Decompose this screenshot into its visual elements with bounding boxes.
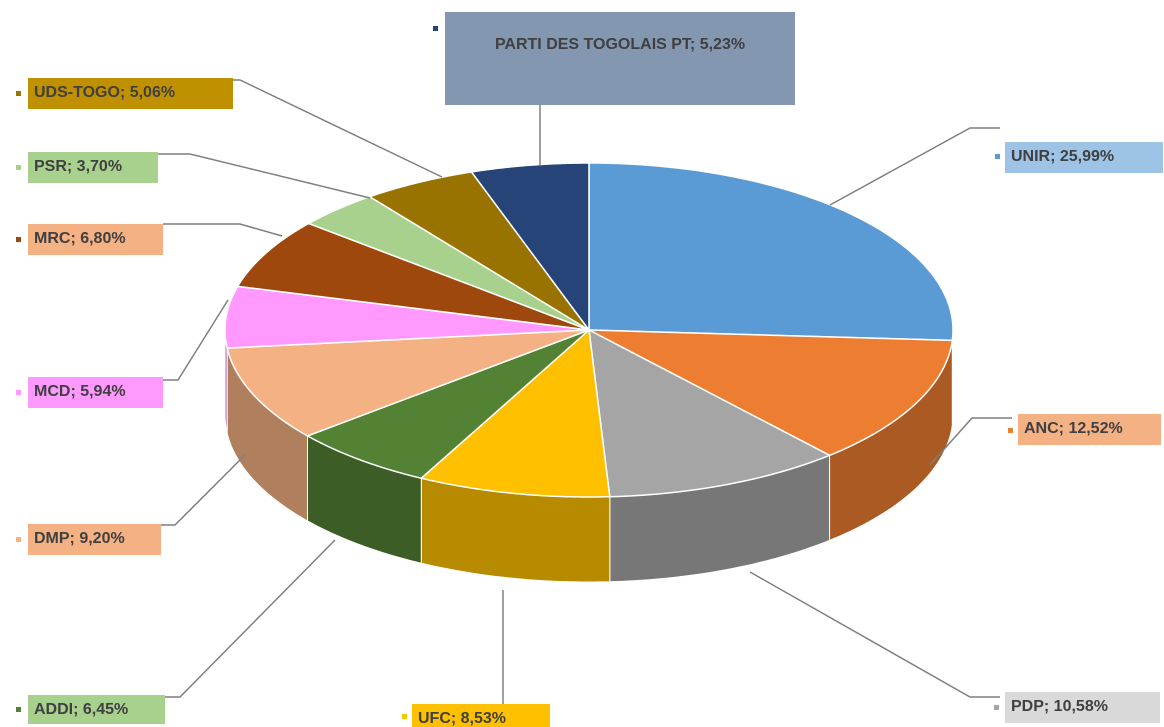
- leader-line: [233, 79, 443, 178]
- leader-line: [165, 539, 336, 698]
- slice: [419, 328, 611, 498]
- leader-line: [158, 153, 371, 199]
- label-marker: [16, 537, 21, 542]
- data-label: ANC; 12,52%: [1018, 414, 1161, 445]
- data-label: PDP; 10,58%: [1005, 692, 1160, 723]
- label-marker: [995, 154, 1000, 159]
- slice: [226, 329, 590, 437]
- label-marker: [16, 237, 21, 242]
- label-marker: [16, 390, 21, 395]
- slice: [470, 162, 590, 333]
- label-marker: [433, 26, 438, 31]
- slice: [306, 195, 590, 331]
- slice: [367, 171, 590, 331]
- data-label: PSR; 3,70%: [28, 152, 158, 183]
- leader-line: [829, 127, 1000, 206]
- slice: [224, 285, 590, 349]
- label-marker: [1008, 428, 1013, 433]
- leader-line: [163, 299, 229, 381]
- slice: [588, 329, 954, 457]
- leader-line: [749, 571, 1000, 698]
- data-label: PARTI DES TOGOLAIS PT; 5,23%: [445, 12, 795, 105]
- slice: [588, 328, 832, 498]
- label-marker: [16, 91, 21, 96]
- data-label: ADDI; 6,45%: [28, 695, 165, 724]
- label-marker: [16, 707, 21, 712]
- data-label: MRC; 6,80%: [28, 224, 163, 255]
- leader-line: [929, 417, 1012, 466]
- leader-line: [163, 223, 283, 237]
- data-label: UNIR; 25,99%: [1005, 142, 1163, 173]
- data-label: UFC; 8,53%: [412, 704, 550, 727]
- slice: [236, 222, 590, 331]
- label-marker: [402, 714, 407, 719]
- leader-line: [161, 454, 246, 526]
- slice: [588, 162, 954, 342]
- label-marker: [994, 705, 999, 710]
- data-label: UDS-TOGO; 5,06%: [28, 78, 233, 109]
- slice: [305, 329, 590, 480]
- data-label: MCD; 5,94%: [28, 377, 163, 408]
- data-label: DMP; 9,20%: [28, 524, 161, 555]
- label-marker: [16, 165, 21, 170]
